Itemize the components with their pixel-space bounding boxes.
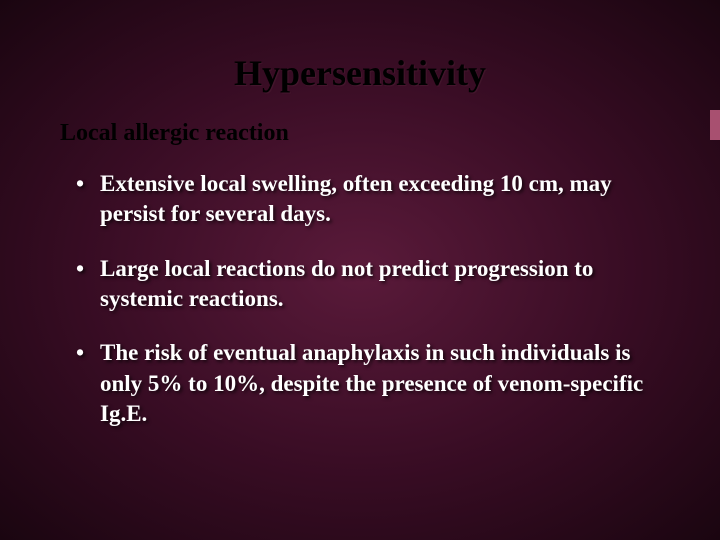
bullet-item: Extensive local swelling, often exceedin… (72, 169, 660, 230)
slide-subtitle: Local allergic reaction (60, 120, 660, 147)
slide-title: Hypersensitivity (60, 52, 660, 94)
slide-container: Hypersensitivity Local allergic reaction… (0, 0, 720, 494)
bullet-item: The risk of eventual anaphylaxis in such… (72, 338, 660, 429)
edge-accent (710, 110, 720, 140)
bullet-item: Large local reactions do not predict pro… (72, 254, 660, 315)
bullet-list: Extensive local swelling, often exceedin… (60, 169, 660, 430)
